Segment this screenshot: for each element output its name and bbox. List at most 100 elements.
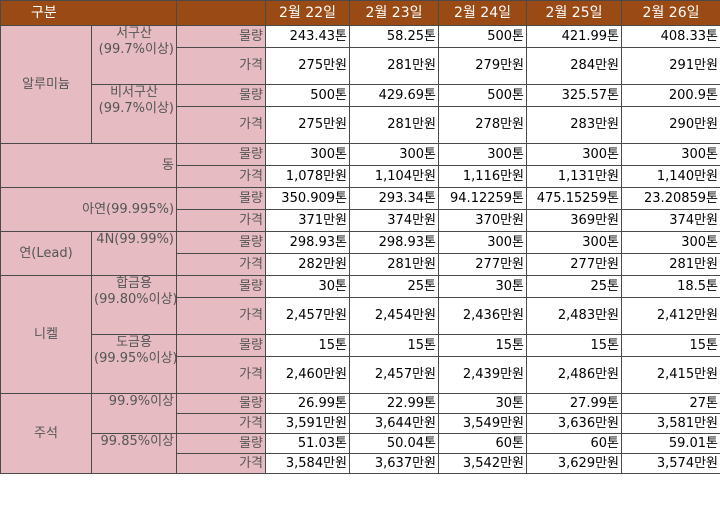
table-cell: 243.43톤	[265, 25, 351, 48]
price-label: 가격	[176, 165, 267, 188]
table-cell: 59.01톤	[621, 433, 720, 454]
table-row: 알루미늄 서구산 (99.7%이상) 물량 243.43톤 58.25톤 500톤…	[0, 25, 720, 144]
table-cell: 30톤	[438, 275, 528, 298]
table-cell: 293.34톤	[349, 187, 440, 210]
sub-name: 도금용	[116, 335, 152, 351]
category-header: 구분	[0, 0, 178, 26]
table-cell: 1,116만원	[438, 165, 528, 188]
group-tin: 주석	[0, 393, 92, 474]
group-lead: 연(Lead)	[0, 231, 92, 276]
price-label: 가격	[176, 106, 267, 144]
table-cell: 27.99톤	[526, 393, 623, 414]
sub-purity: (99.7%이상)	[98, 101, 175, 116]
table-cell: 94.12259톤	[438, 187, 528, 210]
group-nickel: 니켈	[0, 275, 92, 394]
table-cell: 369만원	[526, 209, 623, 232]
table-cell: 2,439만원	[438, 356, 528, 394]
table-row: 가격 2,457만원 2,454만원 2,436만원 2,483만원 2,412…	[1, 297, 720, 335]
table-cell: 3,549만원	[438, 413, 528, 434]
table-cell: 3,629만원	[526, 453, 623, 474]
sub-purity: (99.95%이상)	[94, 351, 177, 366]
qty-label: 물량	[176, 84, 267, 107]
table-row: 니켈 합금용 (99.80%이상) 물량 30톤 25톤 30톤 25톤 18.5…	[0, 275, 720, 394]
table-cell: 15톤	[349, 334, 440, 357]
sub-nickel-alloy: 합금용 (99.80%이상)	[90, 275, 178, 335]
table-cell: 26.99톤	[265, 393, 351, 414]
table-cell: 1,131만원	[526, 165, 623, 188]
table-cell: 15톤	[526, 334, 623, 357]
table-cell: 281만원	[621, 253, 720, 276]
table-cell: 300톤	[526, 231, 623, 254]
table-cell: 281만원	[349, 47, 440, 85]
table-cell: 275만원	[265, 47, 351, 85]
table-header-row: 구분 2월 22일 2월 23일 2월 24일 2월 25일 2월 26일	[0, 0, 720, 26]
table-cell: 374만원	[349, 209, 440, 232]
table-cell: 350.909톤	[265, 187, 351, 210]
table-cell: 284만원	[526, 47, 623, 85]
table-row: 주석 99.9%이상 물량 26.99톤 22.99톤 30톤 27.99톤 2…	[0, 393, 720, 474]
price-label: 가격	[176, 209, 267, 232]
qty-label: 물량	[176, 393, 267, 414]
table-cell: 3,542만원	[438, 453, 528, 474]
qty-label: 물량	[176, 143, 267, 166]
table-cell: 3,637만원	[349, 453, 440, 474]
table-cell: 2,486만원	[526, 356, 623, 394]
table-cell: 3,644만원	[349, 413, 440, 434]
sub-name: 합금용	[116, 276, 152, 292]
table-cell: 1,140만원	[621, 165, 720, 188]
table-cell: 429.69톤	[349, 84, 440, 107]
table-cell: 2,460만원	[265, 356, 351, 394]
table-cell: 3,591만원	[265, 413, 351, 434]
sub-name: 비서구산	[110, 85, 158, 101]
table-cell: 18.5톤	[621, 275, 720, 298]
price-label: 가격	[176, 413, 267, 434]
table-cell: 50.04톤	[349, 433, 440, 454]
sub-tin-9985: 99.85%이상	[90, 433, 178, 474]
table-cell: 2,436만원	[438, 297, 528, 335]
table-cell: 500톤	[438, 25, 528, 48]
table-row: 가격 282만원 281만원 277만원 277만원 281만원	[1, 253, 720, 276]
table-cell: 408.33톤	[621, 25, 720, 48]
table-cell: 1,078만원	[265, 165, 351, 188]
table-row: 비서구산 (99.7%이상) 물량 500톤 429.69톤 500톤 325.5…	[1, 84, 720, 144]
table-row: 가격 275만원 281만원 279만원 284만원 291만원	[1, 47, 720, 85]
qty-label: 물량	[176, 334, 267, 357]
table-cell: 371만원	[265, 209, 351, 232]
table-cell: 3,584만원	[265, 453, 351, 474]
sub-purity: (99.80%이상)	[94, 292, 177, 307]
qty-label: 물량	[176, 433, 267, 454]
table-row: 연(Lead) 4N(99.99%) 물량 298.93톤 298.93톤 30…	[0, 231, 720, 276]
table-cell: 500톤	[265, 84, 351, 107]
table-cell: 275만원	[265, 106, 351, 144]
table-cell: 290만원	[621, 106, 720, 144]
table-cell: 30톤	[265, 275, 351, 298]
table-cell: 3,581만원	[621, 413, 720, 434]
date-header: 2월 23일	[349, 0, 440, 26]
table-cell: 30톤	[438, 393, 528, 414]
table-row: 도금용 (99.95%이상) 물량 15톤 15톤 15톤 15톤 15톤	[1, 334, 720, 394]
sub-name: 서구산	[116, 26, 152, 42]
table-cell: 25톤	[526, 275, 623, 298]
table-cell: 15톤	[438, 334, 528, 357]
table-cell: 22.99톤	[349, 393, 440, 414]
table-cell: 3,636만원	[526, 413, 623, 434]
sub-tin-999: 99.9%이상	[90, 393, 178, 434]
table-cell: 374만원	[621, 209, 720, 232]
date-header: 2월 22일	[265, 0, 351, 26]
date-header: 2월 25일	[526, 0, 623, 26]
table-cell: 281만원	[349, 106, 440, 144]
table-cell: 300톤	[621, 143, 720, 166]
table-cell: 298.93톤	[349, 231, 440, 254]
table-cell: 300톤	[438, 231, 528, 254]
group-aluminum: 알루미늄	[0, 25, 92, 144]
table-row: 가격 3,591만원 3,644만원 3,549만원 3,636만원 3,581…	[1, 413, 720, 434]
table-cell: 500톤	[438, 84, 528, 107]
table-cell: 298.93톤	[265, 231, 351, 254]
table-cell: 282만원	[265, 253, 351, 276]
sub-lead-4n: 4N(99.99%)	[90, 231, 178, 276]
table-cell: 283만원	[526, 106, 623, 144]
price-label: 가격	[176, 453, 267, 474]
table-row: 동 물량 300톤 300톤 300톤 300톤 300톤	[0, 143, 720, 188]
table-cell: 2,483만원	[526, 297, 623, 335]
table-row: 99.85%이상 물량 51.03톤 50.04톤 60톤 60톤 59.01톤	[1, 433, 720, 474]
